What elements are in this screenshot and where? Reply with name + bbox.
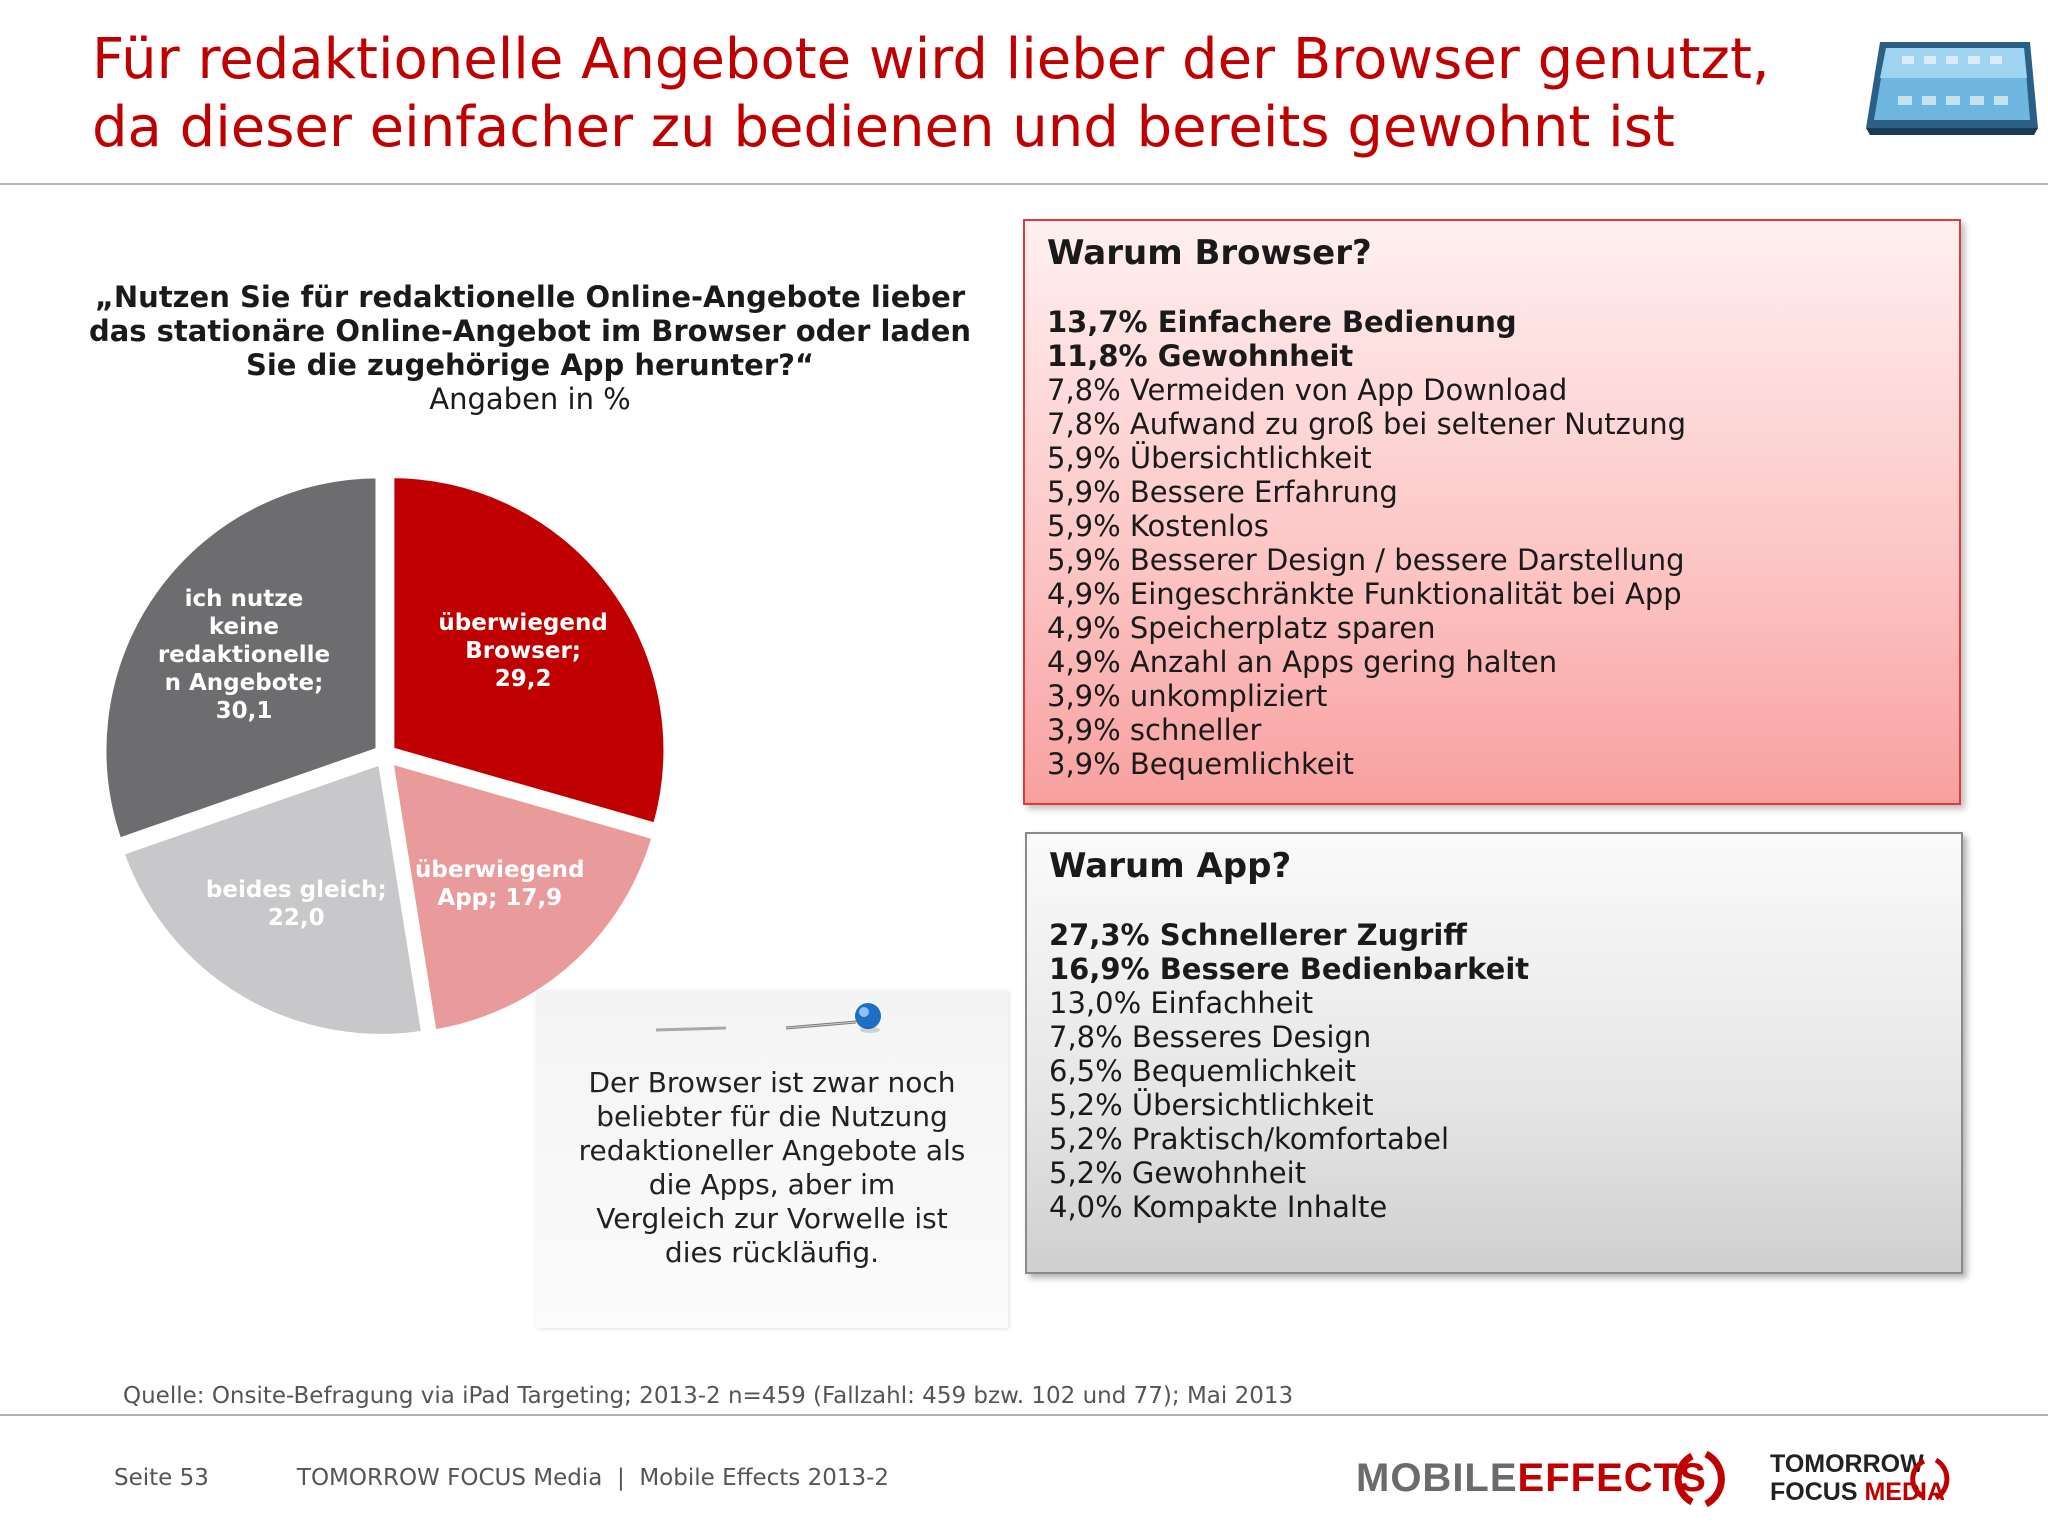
- pie-slice: [117, 757, 428, 1040]
- note-line-4: die Apps, aber im: [648, 1168, 896, 1201]
- mobile-effects-logo: MOBILEEFFECTS: [1356, 1450, 1707, 1506]
- browser-reasons-box: Warum Browser? 13,7% Einfachere Bedienun…: [1023, 219, 1961, 805]
- browser-box-title: Warum Browser?: [1047, 233, 1372, 273]
- app-reasons-list: 27,3% Schnellerer Zugriff 16,9% Bessere B…: [1049, 918, 1941, 1224]
- unit-label: Angaben in %: [429, 382, 631, 416]
- browser-reason-item: 5,9% Übersichtlichkeit: [1047, 441, 1372, 475]
- slide-title-line-1: Für redaktionelle Angebote wird lieber d…: [92, 27, 1770, 92]
- browser-reason-item: 4,9% Speicherplatz sparen: [1047, 611, 1436, 645]
- pie-slice-label-line: keine: [208, 613, 280, 640]
- pie-slice-label-line: redaktionelle: [157, 641, 331, 668]
- tomorrow-focus-bracket-icon: [1910, 1457, 1950, 1501]
- pie-slice-label: überwiegend App; 17,9: [400, 856, 600, 912]
- pie-chart: [100, 472, 670, 1040]
- survey-question-line-3: Sie die zugehörige App herunter?“: [245, 348, 815, 382]
- footer-info: Seite 53 TOMORROW FOCUS Media | Mobile Ef…: [114, 1464, 889, 1492]
- pie-slice-label: ich nutze keine redaktionelle n Angebote; 30…: [144, 585, 344, 725]
- app-reason-item: 4,0% Kompakte Inhalte: [1049, 1190, 1388, 1224]
- browser-reason-item: 7,8% Aufwand zu groß bei seltener Nutzun…: [1047, 407, 1686, 441]
- app-reasons-box: Warum App? 27,3% Schnellerer Zugriff 16,9…: [1025, 832, 1963, 1274]
- page-number: Seite 53: [114, 1465, 209, 1491]
- mobile-effects-bracket-icon: [1674, 1450, 1725, 1508]
- header-divider: [0, 183, 2048, 185]
- browser-reason-item: 3,9% unkompliziert: [1047, 679, 1328, 713]
- footer-company: TOMORROW FOCUS Media | Mobile Effects 20…: [296, 1465, 890, 1491]
- logo-tomorrow-word: TOMORROW: [1770, 1450, 1924, 1478]
- pie-slice-label: überwiegend Browser; 29,2: [423, 609, 623, 693]
- logo-media-word: MEDIA: [1864, 1478, 1946, 1506]
- pie-slice-label-line: Browser;: [465, 637, 581, 664]
- pie-slice-label-line: beides gleich;: [205, 876, 387, 903]
- note-line-3: redaktioneller Angebote als: [578, 1134, 966, 1167]
- note-line-1: Der Browser ist zwar noch: [588, 1066, 956, 1099]
- pie-slice: [100, 472, 382, 845]
- app-box-title: Warum App?: [1049, 846, 1292, 886]
- slide-title: Für redaktionelle Angebote wird lieber d…: [92, 26, 1832, 162]
- pie-slice-label-line: 22,0: [267, 904, 325, 931]
- pushpin-icon: [656, 1003, 881, 1033]
- source-note: Quelle: Onsite-Befragung via iPad Target…: [123, 1383, 1294, 1409]
- note-text: Der Browser ist zwar noch beliebter für …: [566, 1066, 978, 1270]
- pie-slice-label-line: 30,1: [215, 697, 273, 724]
- browser-reason-item: 3,9% Bequemlichkeit: [1047, 747, 1354, 781]
- note-line-5: Vergleich zur Vorwelle ist: [596, 1202, 948, 1235]
- browser-reason-item: 7,8% Vermeiden von App Download: [1047, 373, 1568, 407]
- pie-slice-label-line: überwiegend: [438, 609, 608, 636]
- pie-slice-label-line: ich nutze: [184, 585, 304, 612]
- tomorrow-focus-logo: TOMORROW FOCUS MEDIA: [1770, 1450, 1945, 1506]
- pie-slice-label-line: n Angebote;: [164, 669, 324, 696]
- footer-divider: [0, 1414, 2048, 1416]
- pie-slice-label-line: App; 17,9: [437, 885, 563, 912]
- logo-mobile-word: MOBILE: [1356, 1456, 1518, 1500]
- survey-question-line-2: das stationäre Online-Angebot im Browser…: [88, 314, 972, 348]
- pie-slice: [388, 472, 670, 830]
- browser-reason-item: 4,9% Anzahl an Apps gering halten: [1047, 645, 1558, 679]
- app-reason-item: 5,2% Praktisch/komfortabel: [1049, 1122, 1450, 1156]
- survey-question-line-1: „Nutzen Sie für redaktionelle Online-Ang…: [94, 280, 966, 314]
- browser-reason-item: 5,9% Bessere Erfahrung: [1047, 475, 1398, 509]
- browser-reason-item: 4,9% Eingeschränkte Funktionalität bei A…: [1047, 577, 1682, 611]
- survey-question: „Nutzen Sie für redaktionelle Online-Ang…: [60, 280, 1000, 382]
- note-line-6: dies rückläufig.: [664, 1236, 880, 1269]
- note-card: Der Browser ist zwar noch beliebter für …: [536, 990, 1008, 1328]
- tablet-icon: [1866, 42, 2038, 135]
- browser-reason-item: 11,8% Gewohnheit: [1047, 339, 1354, 373]
- browser-reason-item: 13,7% Einfachere Bedienung: [1047, 305, 1517, 339]
- note-line-2: beliebter für die Nutzung: [596, 1100, 948, 1133]
- app-reason-item: 5,2% Übersichtlichkeit: [1049, 1088, 1374, 1122]
- pie-slice-label-line: überwiegend: [415, 857, 585, 884]
- logo-effects-word: EFFECTS: [1517, 1456, 1707, 1500]
- app-reason-item: 6,5% Bequemlichkeit: [1049, 1054, 1356, 1088]
- pie-slice-label-line: 29,2: [494, 665, 552, 692]
- browser-reason-item: 3,9% schneller: [1047, 713, 1262, 747]
- app-reason-item: 7,8% Besseres Design: [1049, 1020, 1372, 1054]
- pie-slice: [386, 756, 659, 1036]
- app-reason-item: 13,0% Einfachheit: [1049, 986, 1314, 1020]
- slide-title-line-2: da dieser einfacher zu bedienen und bere…: [92, 95, 1675, 160]
- app-reason-item: 5,2% Gewohnheit: [1049, 1156, 1307, 1190]
- browser-reason-item: 5,9% Kostenlos: [1047, 509, 1269, 543]
- app-reason-item: 27,3% Schnellerer Zugriff: [1049, 918, 1467, 952]
- browser-reason-item: 5,9% Besserer Design / bessere Darstellu…: [1047, 543, 1685, 577]
- pie-slice-label: beides gleich; 22,0: [196, 876, 396, 932]
- app-reason-item: 16,9% Bessere Bedienbarkeit: [1049, 952, 1530, 986]
- browser-reasons-list: 13,7% Einfachere Bedienung 11,8% Gewohnhe…: [1047, 305, 1939, 781]
- logo-focus-word: FOCUS: [1770, 1478, 1858, 1506]
